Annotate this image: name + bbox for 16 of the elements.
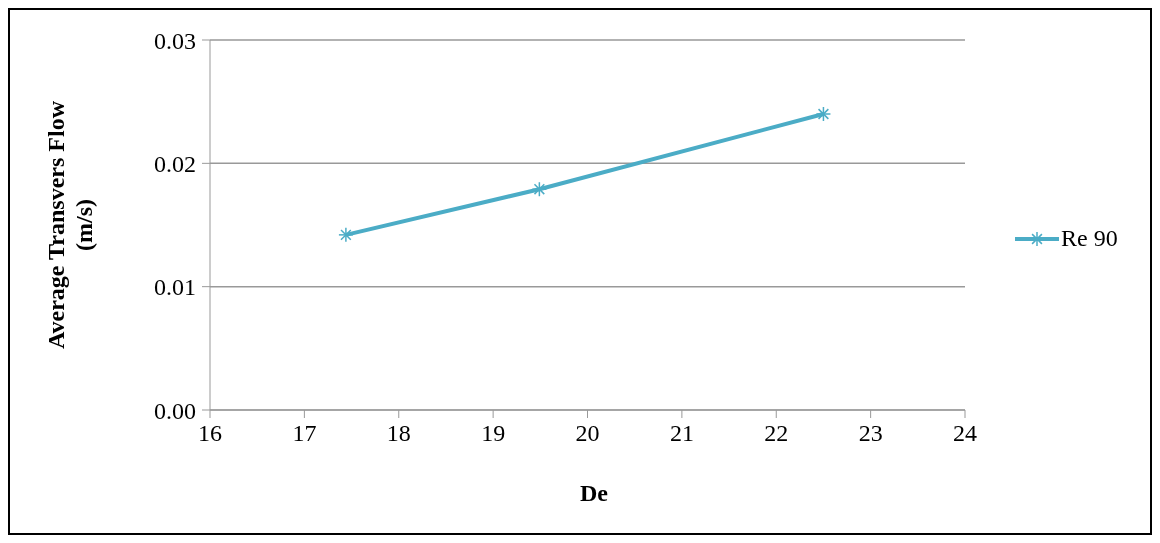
x-tick-label: 16	[198, 420, 222, 447]
y-tick-label: 0.03	[154, 27, 196, 54]
x-tick-label: 19	[481, 420, 506, 447]
x-tick-label: 24	[953, 420, 977, 447]
x-axis-title: De	[580, 480, 608, 507]
x-tick-label: 23	[858, 420, 883, 447]
legend-label: Re 90	[1061, 225, 1118, 252]
x-tick-label: 21	[669, 420, 694, 447]
x-tick-label: 18	[386, 420, 411, 447]
y-tick-label: 0.01	[154, 274, 196, 301]
y-axis-title: Average Transvers Flow (m/s)	[42, 100, 98, 351]
y-tick-label: 0.02	[154, 150, 196, 177]
y-tick-label: 0.00	[154, 397, 196, 424]
x-tick-label: 22	[764, 420, 789, 447]
x-tick-label: 17	[292, 420, 317, 447]
x-tick-label: 20	[575, 420, 600, 447]
